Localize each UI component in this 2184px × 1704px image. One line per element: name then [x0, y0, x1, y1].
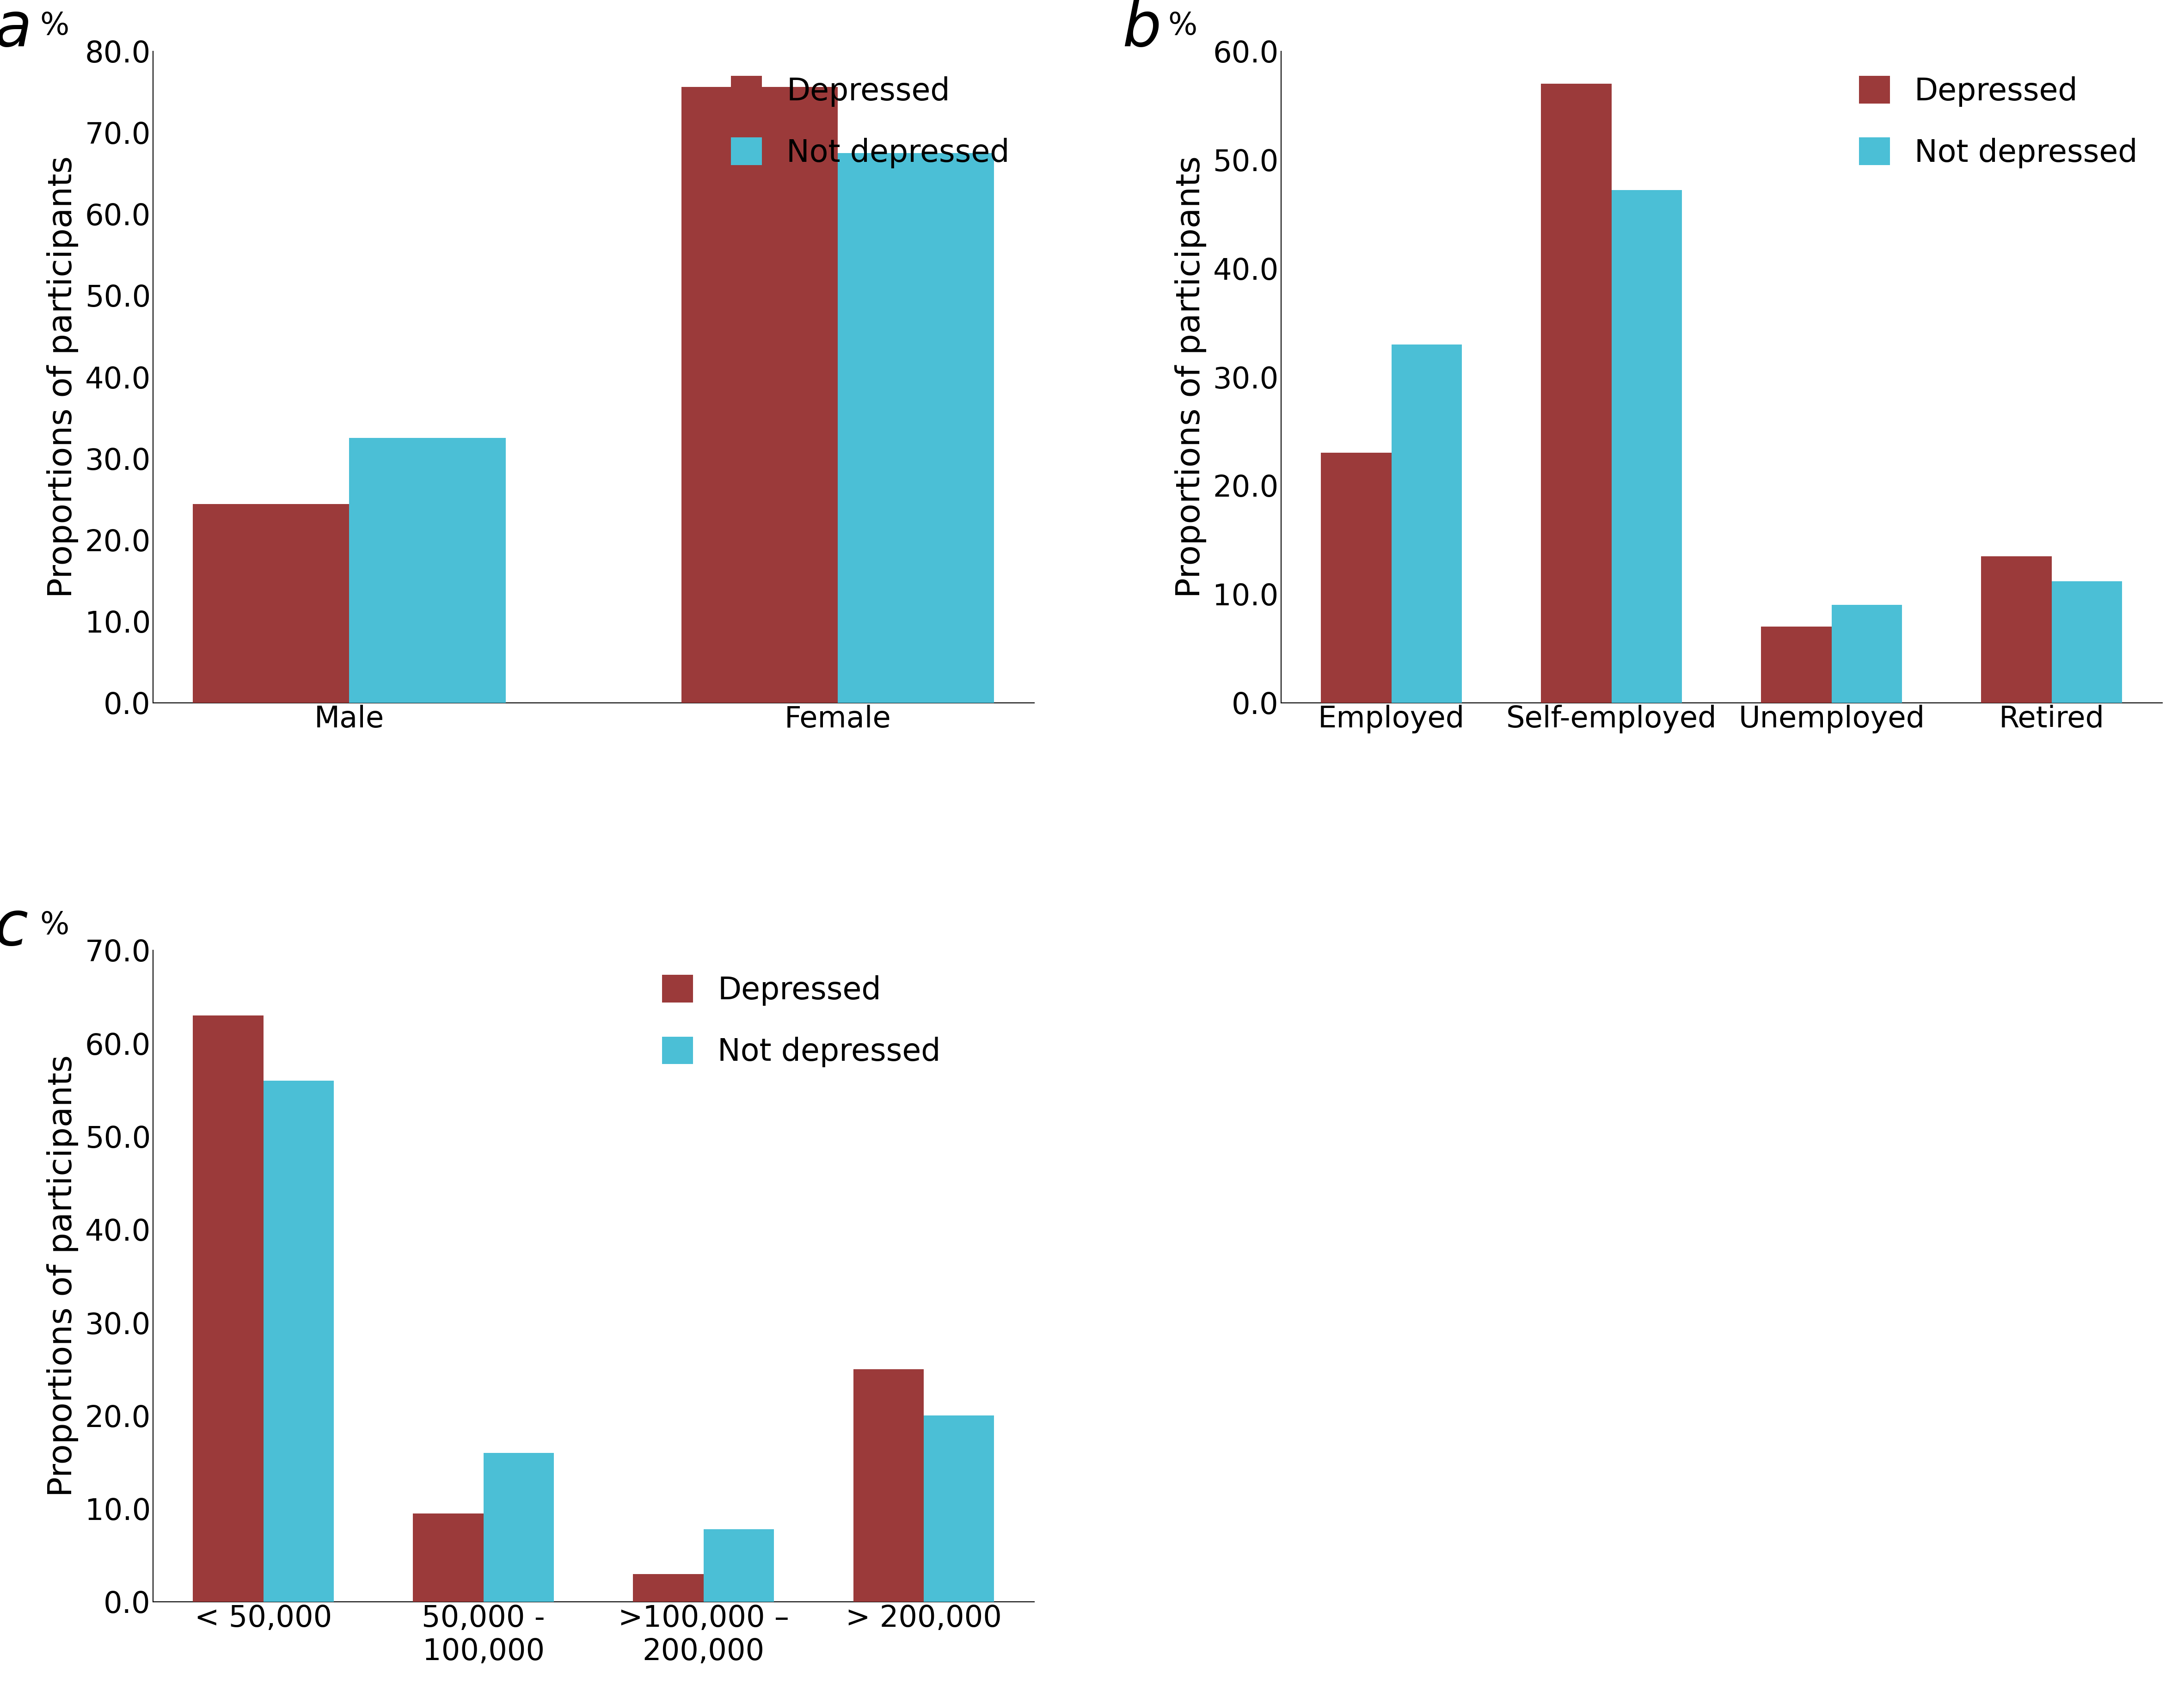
- Y-axis label: Proportions of participants: Proportions of participants: [1175, 155, 1206, 598]
- Y-axis label: Proportions of participants: Proportions of participants: [46, 155, 79, 598]
- Text: b: b: [1123, 0, 1162, 60]
- Text: %: %: [39, 10, 70, 41]
- Bar: [192, 504, 349, 702]
- Bar: [924, 1416, 994, 1602]
- Bar: [854, 1368, 924, 1602]
- Bar: [839, 153, 994, 702]
- Text: c: c: [0, 898, 28, 958]
- Bar: [1760, 627, 1832, 702]
- Text: %: %: [39, 910, 70, 941]
- Bar: [192, 1016, 264, 1602]
- Bar: [1321, 453, 1391, 702]
- Text: a: a: [0, 0, 33, 60]
- Legend: Depressed, Not depressed: Depressed, Not depressed: [721, 66, 1018, 177]
- Legend: Depressed, Not depressed: Depressed, Not depressed: [653, 966, 950, 1077]
- Y-axis label: Proportions of participants: Proportions of participants: [46, 1055, 79, 1498]
- Bar: [264, 1080, 334, 1602]
- Bar: [349, 438, 505, 702]
- Text: %: %: [1168, 10, 1197, 41]
- Bar: [1542, 83, 1612, 702]
- Legend: Depressed, Not depressed: Depressed, Not depressed: [1850, 66, 2147, 177]
- Bar: [483, 1454, 555, 1602]
- Bar: [2051, 581, 2123, 702]
- Bar: [1832, 605, 1902, 702]
- Bar: [703, 1528, 773, 1602]
- Bar: [633, 1574, 703, 1602]
- Bar: [1981, 556, 2051, 702]
- Bar: [681, 87, 839, 702]
- Bar: [1391, 344, 1461, 702]
- Bar: [1612, 191, 1682, 702]
- Bar: [413, 1513, 483, 1602]
